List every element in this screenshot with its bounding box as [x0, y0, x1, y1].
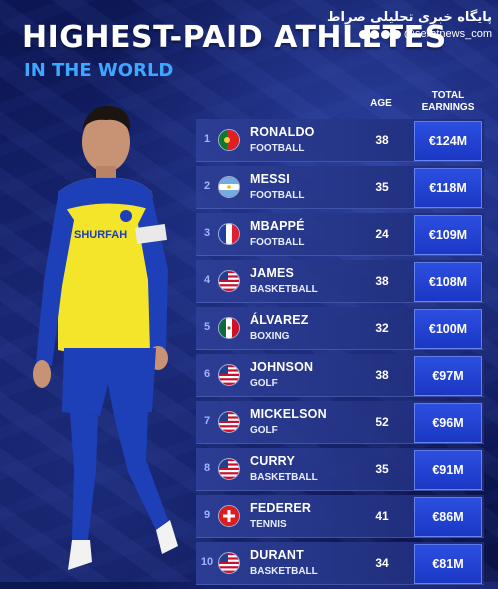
athlete-row: 2 MESSI FOOTBALL 35 €118M [196, 166, 484, 209]
usa-flag-icon [218, 458, 240, 480]
athlete-name: MESSI [250, 172, 290, 186]
athlete-rank: 3 [203, 227, 211, 239]
athlete-earnings: €97M [414, 356, 482, 396]
athlete-name: JAMES [250, 266, 295, 280]
athlete-age: 35 [375, 180, 389, 194]
athlete-rank: 7 [203, 415, 211, 427]
athlete-earnings: €124M [414, 121, 482, 161]
athlete-age: 32 [375, 321, 389, 335]
athlete-row: 8 CURRY BASKETBALL 35 €91M [196, 448, 484, 491]
athlete-age: 34 [375, 556, 389, 570]
jersey-sponsor-text: SHURFAH [74, 229, 127, 241]
athlete-name: CURRY [250, 454, 295, 468]
athlete-rank: 5 [203, 321, 211, 333]
athlete-row: 7 MICKELSON GOLF 52 €96M [196, 401, 484, 444]
athlete-name: ÁLVAREZ [250, 313, 309, 327]
athlete-row: 1 RONALDO FOOTBALL 38 €124M [196, 119, 484, 162]
player-illustration: SHURFAH [33, 105, 178, 570]
switzerland-flag-icon [218, 505, 240, 527]
argentina-flag-icon [218, 176, 240, 198]
athlete-name: MICKELSON [250, 407, 327, 421]
usa-flag-icon [218, 364, 240, 386]
athlete-rank: 6 [203, 368, 211, 380]
athlete-name: FEDERER [250, 501, 312, 515]
column-header-age: AGE [370, 98, 392, 109]
athlete-rank: 10 [200, 556, 214, 568]
watermark-handle: @seratnews_com [403, 28, 492, 40]
athlete-age: 41 [375, 509, 389, 523]
mexico-flag-icon [218, 317, 240, 339]
athlete-name: DURANT [250, 548, 304, 562]
athlete-rank: 1 [203, 133, 211, 145]
column-header-earnings: TOTAL EARNINGS [421, 90, 475, 113]
usa-flag-icon [218, 411, 240, 433]
athlete-sport: BASKETBALL [250, 472, 318, 483]
athlete-age: 38 [375, 133, 389, 147]
athlete-sport: BASKETBALL [250, 284, 318, 295]
athlete-earnings: €96M [414, 403, 482, 443]
athlete-name: MBAPPÉ [250, 219, 305, 233]
portugal-flag-icon [218, 129, 240, 151]
watermark-handle-row: @seratnews_com [327, 26, 492, 42]
athlete-rank: 2 [203, 180, 211, 192]
watermark: پایگاه خبری تحلیلی صراط @seratnews_com [327, 10, 492, 42]
athlete-row: 9 FEDERER TENNIS 41 €86M [196, 495, 484, 538]
athlete-row: 3 MBAPPÉ FOOTBALL 24 €109M [196, 213, 484, 256]
athlete-age: 52 [375, 415, 389, 429]
athlete-rank: 8 [203, 462, 211, 474]
athlete-age: 24 [375, 227, 389, 241]
athlete-row: 5 ÁLVAREZ BOXING 32 €100M [196, 307, 484, 350]
athlete-earnings: €118M [414, 168, 482, 208]
watermark-title: پایگاه خبری تحلیلی صراط [327, 10, 492, 25]
athlete-row: 4 JAMES BASKETBALL 38 €108M [196, 260, 484, 303]
usa-flag-icon [218, 552, 240, 574]
athlete-earnings: €108M [414, 262, 482, 302]
athlete-earnings: €86M [414, 497, 482, 537]
athlete-earnings: €91M [414, 450, 482, 490]
france-flag-icon [218, 223, 240, 245]
athlete-sport: BOXING [250, 331, 290, 342]
athlete-age: 38 [375, 368, 389, 382]
athlete-rank: 9 [203, 509, 211, 521]
athlete-rank: 4 [203, 274, 211, 286]
athlete-age: 38 [375, 274, 389, 288]
athlete-row: 10 DURANT BASKETBALL 34 €81M [196, 542, 484, 585]
athlete-sport: BASKETBALL [250, 566, 318, 577]
page-subtitle: IN THE WORLD [24, 60, 174, 81]
athlete-sport: GOLF [250, 378, 278, 389]
athlete-name: RONALDO [250, 125, 315, 139]
athlete-sport: TENNIS [250, 519, 287, 530]
athlete-age: 35 [375, 462, 389, 476]
athlete-earnings: €100M [414, 309, 482, 349]
athlete-sport: GOLF [250, 425, 278, 436]
athletes-list: 1 RONALDO FOOTBALL 38 €124M 2 MESSI FOOTBALL 35 €… [196, 119, 484, 589]
athlete-sport: FOOTBALL [250, 237, 305, 248]
athlete-earnings: €81M [414, 544, 482, 584]
athlete-name: JOHNSON [250, 360, 314, 374]
usa-flag-icon [218, 270, 240, 292]
social-icons [358, 29, 401, 39]
athlete-sport: FOOTBALL [250, 143, 305, 154]
athlete-sport: FOOTBALL [250, 190, 305, 201]
athlete-earnings: €109M [414, 215, 482, 255]
athlete-row: 6 JOHNSON GOLF 38 €97M [196, 354, 484, 397]
